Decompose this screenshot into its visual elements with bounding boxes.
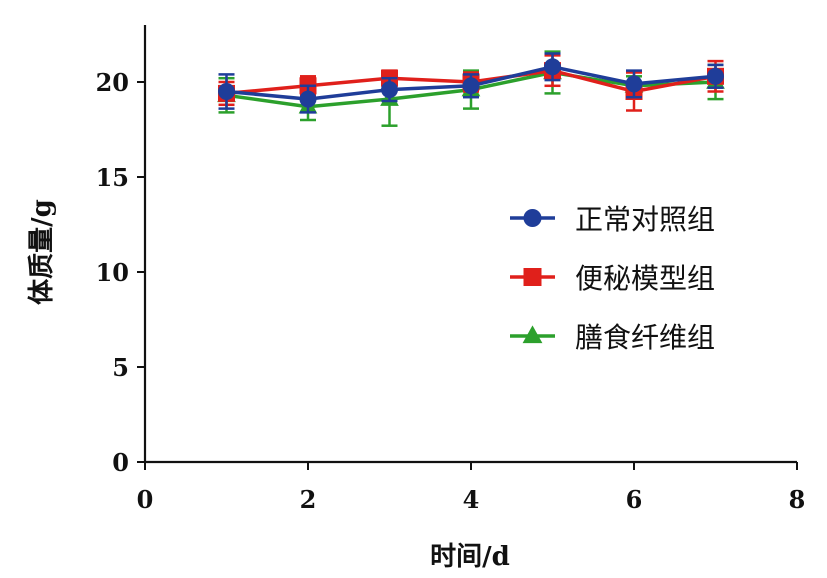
legend-label: 膳食纤维组 — [575, 321, 715, 354]
legend-entry-3: 膳食纤维组 — [510, 321, 715, 354]
legend-marker — [523, 268, 542, 286]
x-tick-label: 0 — [137, 485, 154, 514]
y-tick-label: 0 — [112, 448, 129, 477]
legend-label: 正常对照组 — [575, 203, 715, 236]
axes: 0 2 4 6 8 0 5 10 15 20 — [96, 25, 806, 514]
data-point — [625, 75, 643, 93]
x-tick-label: 6 — [626, 485, 643, 514]
x-tick-label: 8 — [789, 485, 806, 514]
y-tick-label: 10 — [96, 258, 129, 287]
data-point — [544, 58, 561, 76]
data-point — [218, 83, 235, 100]
legend-entry-2: 便秘模型组 — [510, 262, 715, 295]
data-point — [707, 67, 724, 85]
y-tick-label: 20 — [96, 68, 129, 97]
legend-marker — [522, 325, 543, 344]
series-layer — [217, 50, 725, 127]
x-axis-label: 时间/d — [430, 542, 510, 572]
y-axis-label: 体质量/g — [27, 199, 57, 305]
y-tick-label: 5 — [112, 353, 129, 382]
legend-marker — [523, 209, 542, 227]
legend-entry-1: 正常对照组 — [510, 203, 715, 236]
series-1 — [218, 52, 724, 114]
data-point — [381, 81, 398, 99]
y-tick-label: 15 — [96, 163, 129, 192]
legend-label: 便秘模型组 — [575, 262, 715, 295]
data-point — [299, 90, 317, 108]
data-point — [462, 77, 480, 95]
x-tick-label: 4 — [463, 485, 480, 514]
x-tick-label: 2 — [300, 485, 317, 514]
